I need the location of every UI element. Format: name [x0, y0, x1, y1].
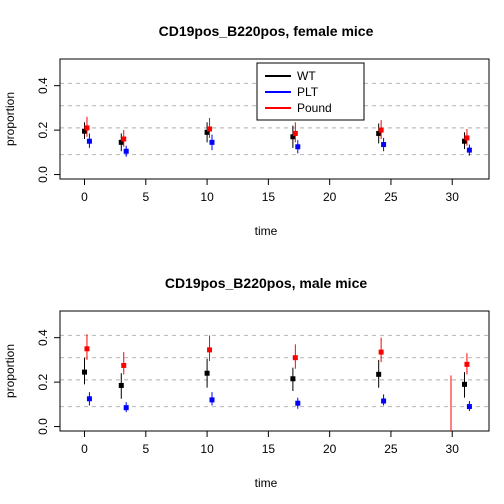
data-point: [121, 362, 127, 368]
data-point: [121, 136, 127, 142]
data-point: [378, 127, 384, 133]
data-point: [381, 142, 387, 148]
data-point: [209, 139, 215, 145]
data-point: [118, 382, 124, 388]
data-point: [290, 134, 296, 140]
data-point: [378, 349, 384, 355]
data-point: [209, 397, 215, 403]
x-tick-label: 10: [200, 442, 214, 456]
x-tick-label: 5: [142, 442, 149, 456]
legend-label: Pound: [297, 101, 332, 115]
x-axis-label: time: [255, 224, 278, 238]
x-tick-label: 0: [81, 190, 88, 204]
data-point: [466, 147, 472, 153]
data-point: [292, 130, 298, 136]
data-point: [118, 139, 124, 145]
data-point: [84, 125, 90, 131]
data-point: [86, 138, 92, 144]
y-tick-label: 0.2: [36, 121, 50, 138]
x-tick-label: 5: [142, 190, 149, 204]
x-tick-label: 30: [446, 442, 460, 456]
male-chart-panel: CD19pos_B220pos, male mice time proporti…: [3, 275, 490, 490]
data-point: [376, 371, 382, 377]
x-axis-label: time: [255, 476, 278, 490]
x-tick-label: 15: [262, 442, 276, 456]
female-chart-panel: CD19pos_B220pos, female mice time propor…: [3, 23, 490, 238]
data-point: [204, 129, 210, 135]
data-point: [466, 404, 472, 410]
data-point: [381, 398, 387, 404]
y-tick-label: 0.2: [36, 373, 50, 390]
x-tick-label: 0: [81, 442, 88, 456]
x-tick-label: 15: [262, 190, 276, 204]
data-point: [86, 396, 92, 402]
chart-title: CD19pos_B220pos, female mice: [159, 23, 374, 39]
data-point: [82, 369, 88, 375]
legend-label: PLT: [297, 85, 319, 99]
plot-frame: [59, 310, 490, 432]
data-point: [207, 126, 213, 132]
x-tick-label: 30: [446, 190, 460, 204]
data-point: [82, 128, 88, 134]
y-tick-label: 0.0: [36, 418, 50, 435]
data-point: [123, 148, 129, 154]
data-point: [464, 361, 470, 367]
data-point: [290, 376, 296, 382]
x-tick-label: 25: [384, 190, 398, 204]
data-point: [295, 400, 301, 406]
legend: WT PLT Pound: [256, 62, 365, 121]
data-point: [376, 130, 382, 136]
x-tick-label: 10: [200, 190, 214, 204]
legend-label: WT: [297, 69, 316, 83]
data-point: [295, 144, 301, 150]
data-point: [204, 370, 210, 376]
data-point: [461, 138, 467, 144]
data-point: [123, 405, 129, 411]
y-axis-label: proportion: [3, 92, 17, 146]
y-tick-label: 0.0: [36, 166, 50, 183]
x-tick-label: 20: [323, 190, 337, 204]
x-tick-label: 20: [323, 442, 337, 456]
x-tick-label: 25: [384, 442, 398, 456]
y-axis-label: proportion: [3, 344, 17, 398]
y-tick-label: 0.4: [36, 77, 50, 94]
data-point: [207, 347, 213, 353]
y-tick-label: 0.4: [36, 329, 50, 346]
data-point: [84, 346, 90, 352]
data-point: [464, 135, 470, 141]
data-point: [461, 381, 467, 387]
data-point: [292, 355, 298, 361]
chart-title: CD19pos_B220pos, male mice: [165, 275, 368, 291]
